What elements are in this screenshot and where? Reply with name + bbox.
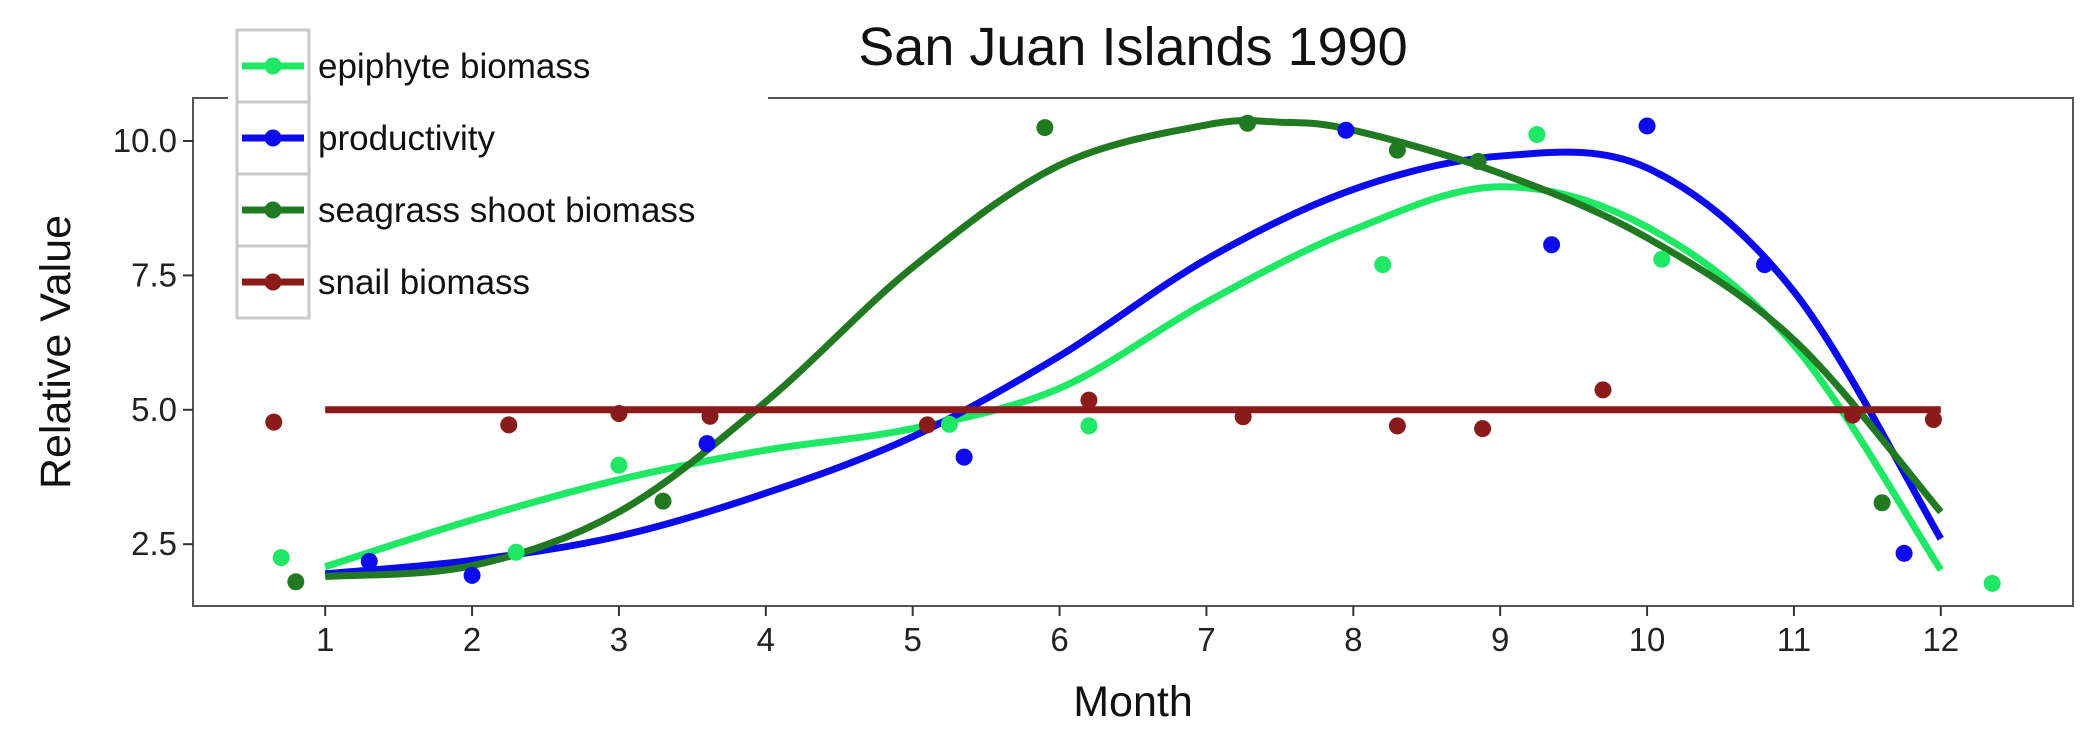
productivity-point (1895, 544, 1913, 562)
snail-biomass-point (1594, 381, 1612, 399)
y-tick-label: 2.5 (131, 525, 177, 562)
productivity-point (1543, 236, 1561, 254)
productivity-point (698, 435, 716, 453)
legend: epiphyte biomass productivity seagrass sho… (228, 24, 768, 324)
y-axis-title: Relative Value (32, 215, 80, 489)
snail-biomass-point (265, 413, 283, 431)
legend-background (228, 24, 768, 324)
productivity-point (463, 566, 481, 584)
x-axis-title: Month (1073, 678, 1193, 726)
epiphyte-biomass-point (272, 549, 290, 567)
snail-biomass-point (701, 407, 719, 425)
seagrass-shoot-biomass-point (1239, 114, 1257, 132)
productivity-point (1756, 256, 1774, 274)
productivity-point (1337, 121, 1355, 139)
x-axis: 1 2 3 4 5 6 7 8 9 10 11 12 (316, 606, 1959, 658)
legend-marker-seagrass-shoot-biomass (264, 201, 282, 219)
snail-biomass-point (500, 416, 518, 434)
epiphyte-biomass-point (1983, 574, 2001, 592)
seagrass-shoot-biomass-point (287, 573, 305, 591)
snail-biomass-point (610, 405, 628, 423)
productivity-point (1638, 117, 1656, 135)
smooth-curves (324, 117, 1944, 580)
x-tick-label: 2 (463, 621, 481, 658)
x-tick-label: 10 (1629, 621, 1666, 658)
snail-biomass-point (1080, 391, 1098, 409)
chart-title: San Juan Islands 1990 (858, 17, 1407, 77)
x-tick-label: 5 (904, 621, 922, 658)
legend-marker-snail-biomass (264, 273, 282, 291)
x-tick-label: 12 (1922, 621, 1959, 658)
epiphyte-biomass-point (507, 543, 525, 561)
y-tick-label: 10.0 (113, 122, 177, 159)
snail-biomass-point (1844, 406, 1862, 424)
x-tick-label: 4 (757, 621, 775, 658)
snail-biomass-point (1234, 408, 1252, 426)
productivity-point (360, 552, 378, 570)
snail-biomass-point (918, 416, 936, 434)
y-tick-label: 7.5 (131, 256, 177, 293)
y-axis: 2.5 5.0 7.5 10.0 (113, 122, 193, 562)
productivity-point (955, 448, 973, 466)
seagrass-shoot-biomass-point (1469, 152, 1487, 170)
x-tick-label: 9 (1491, 621, 1509, 658)
seagrass-shoot-biomass-point (1036, 119, 1054, 137)
legend-marker-epiphyte-biomass (264, 57, 282, 75)
epiphyte-biomass-curve (324, 183, 1944, 572)
snail-biomass-point (1388, 417, 1406, 435)
snail-biomass-point (1474, 420, 1492, 438)
productivity-curve (324, 148, 1944, 578)
seagrass-shoot-biomass-point (1388, 141, 1406, 159)
x-tick-label: 3 (610, 621, 628, 658)
seagrass-shoot-biomass-curve (324, 117, 1944, 580)
epiphyte-biomass-point (610, 456, 628, 474)
epiphyte-biomass-point (1080, 417, 1098, 435)
epiphyte-biomass-point (1653, 250, 1671, 268)
legend-label-productivity: productivity (318, 119, 496, 158)
data-points (265, 114, 2001, 592)
x-tick-label: 1 (316, 621, 334, 658)
legend-label-epiphyte-biomass: epiphyte biomass (318, 47, 590, 86)
seagrass-shoot-biomass-point (654, 492, 672, 510)
snail-biomass-point (1924, 410, 1942, 428)
legend-label-snail-biomass: snail biomass (318, 263, 530, 302)
legend-marker-productivity (264, 129, 282, 147)
legend-label-seagrass-shoot-biomass: seagrass shoot biomass (318, 191, 695, 230)
x-tick-label: 11 (1777, 621, 1811, 658)
epiphyte-biomass-point (1374, 256, 1392, 274)
seagrass-shoot-biomass-point (1873, 494, 1891, 512)
x-tick-label: 7 (1197, 621, 1215, 658)
y-tick-label: 5.0 (131, 391, 177, 428)
x-tick-label: 8 (1344, 621, 1362, 658)
epiphyte-biomass-point (1528, 126, 1546, 144)
x-tick-label: 6 (1050, 621, 1068, 658)
epiphyte-biomass-point (940, 415, 958, 433)
